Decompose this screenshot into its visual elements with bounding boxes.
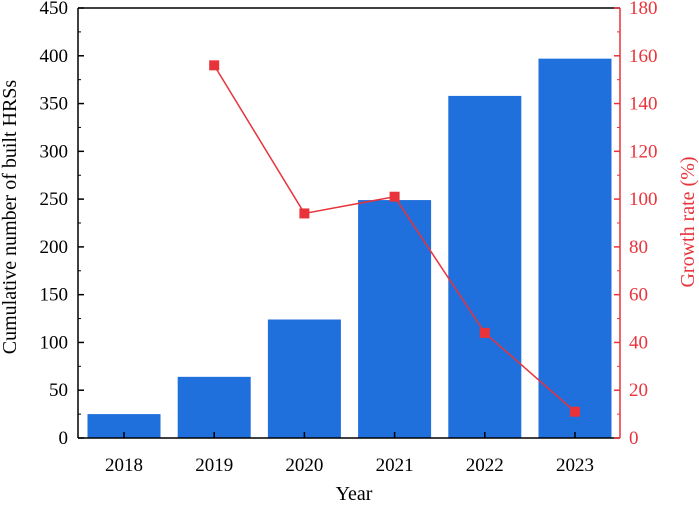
right-tick-label-160: 160 (629, 46, 658, 67)
right-tick-label-0: 0 (629, 428, 639, 449)
right-y-axis-title: Growth rate (%) (677, 156, 699, 287)
right-tick-label-100: 100 (629, 189, 658, 210)
axis-labels-layer: Year Cumulative number of built HRSs Gro… (0, 80, 699, 505)
bar-2018 (87, 414, 161, 438)
bar-2023 (538, 58, 612, 439)
growth-point-2023 (570, 406, 580, 417)
x-tick-label-2021: 2021 (376, 455, 414, 476)
right-tick-label-40: 40 (629, 332, 648, 353)
x-axis-title: Year (336, 483, 373, 505)
growth-point-2020 (299, 208, 310, 219)
bar-2020 (267, 319, 341, 438)
x-tick-label-2020: 2020 (285, 455, 323, 476)
left-tick-label-450: 450 (40, 0, 69, 19)
right-tick-label-20: 20 (629, 380, 648, 401)
left-tick-label-200: 200 (40, 237, 69, 258)
right-tick-label-180: 180 (629, 0, 658, 19)
x-tick-label-2022: 2022 (466, 455, 504, 476)
x-tick-label-2018: 2018 (105, 455, 143, 476)
right-tick-label-80: 80 (629, 237, 648, 258)
growth-point-2022 (479, 327, 490, 338)
x-tick-label-2019: 2019 (195, 455, 233, 476)
x-tick-label-2023: 2023 (556, 455, 594, 476)
left-y-axis-title: Cumulative number of built HRSs (0, 80, 21, 355)
bars-layer (87, 58, 612, 439)
left-tick-label-50: 50 (49, 380, 68, 401)
left-tick-label-250: 250 (40, 189, 69, 210)
right-tick-label-120: 120 (629, 141, 658, 162)
bar-2019 (177, 376, 251, 438)
left-tick-label-400: 400 (40, 46, 69, 67)
growth-point-2019 (209, 60, 220, 71)
left-tick-label-100: 100 (40, 332, 69, 353)
bar-2021 (358, 200, 432, 438)
right-tick-label-60: 60 (629, 285, 648, 306)
axes-layer: 0 50 100 150 200 250 300 350 400 450 0 20 40 60 80 100 1… (40, 0, 658, 476)
growth-point-2021 (389, 191, 400, 202)
left-tick-label-0: 0 (59, 428, 69, 449)
left-tick-label-300: 300 (40, 141, 69, 162)
bar-2022 (448, 95, 522, 439)
left-tick-label-350: 350 (40, 94, 69, 115)
right-tick-label-140: 140 (629, 94, 658, 115)
growth-line-layer (209, 60, 580, 417)
left-tick-label-150: 150 (40, 285, 69, 306)
